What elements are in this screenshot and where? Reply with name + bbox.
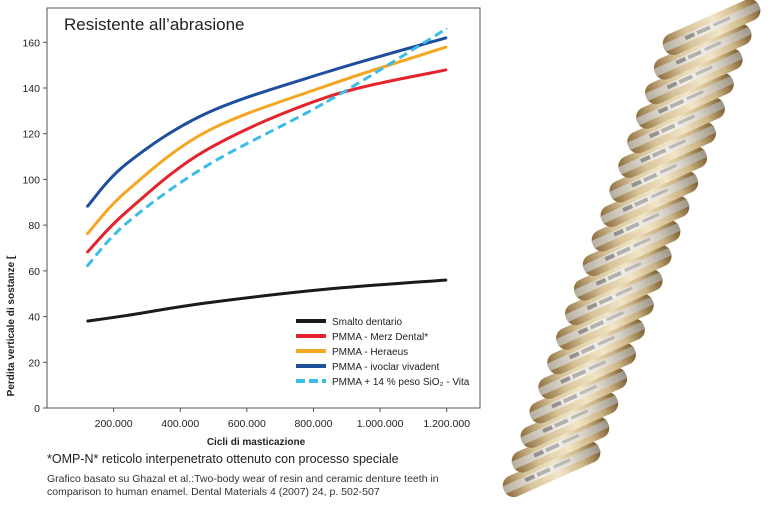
data-point bbox=[325, 96, 328, 98]
y-tick-label: 80 bbox=[28, 220, 40, 232]
disc bbox=[511, 416, 610, 473]
series-line-1 bbox=[85, 68, 448, 254]
data-point bbox=[86, 320, 88, 322]
source-citation: Grafico basato su Ghazal et al.:Two-body… bbox=[47, 473, 439, 498]
data-point bbox=[126, 222, 128, 224]
data-point bbox=[206, 112, 208, 114]
disc bbox=[653, 23, 752, 80]
data-point bbox=[206, 130, 208, 133]
data-point bbox=[86, 206, 88, 208]
y-tick-label: 100 bbox=[22, 174, 40, 186]
footnote: *OMP-N* reticolo interpenetrato ottenuto… bbox=[47, 452, 399, 466]
x-tick-label: 1.000.000 bbox=[357, 418, 404, 430]
y-tick-label: 120 bbox=[22, 129, 40, 141]
data-point bbox=[86, 251, 88, 254]
data-point bbox=[325, 71, 328, 73]
data-point bbox=[206, 148, 208, 151]
legend-label: PMMA - Heraeus bbox=[332, 347, 408, 358]
y-tick-label: 20 bbox=[28, 357, 40, 369]
data-point bbox=[325, 84, 328, 87]
x-tick-label: 600.000 bbox=[228, 418, 266, 430]
data-point bbox=[445, 27, 448, 30]
plot-frame bbox=[46, 7, 481, 409]
disc bbox=[600, 170, 699, 227]
series-line-0 bbox=[86, 278, 447, 323]
disc bbox=[618, 121, 717, 178]
x-tick-label: 200.000 bbox=[95, 418, 133, 430]
series-line-3 bbox=[85, 36, 448, 208]
disc bbox=[626, 97, 726, 154]
disc bbox=[502, 441, 601, 498]
series-line-2 bbox=[85, 45, 448, 236]
y-tick-label: 160 bbox=[22, 37, 40, 49]
x-tick-label: 1.200.000 bbox=[423, 418, 470, 430]
data-point bbox=[126, 210, 128, 213]
disc bbox=[555, 293, 655, 350]
y-tick-label: 140 bbox=[22, 83, 40, 95]
series-layer bbox=[85, 27, 448, 323]
data-point bbox=[126, 162, 128, 165]
data-point bbox=[126, 314, 128, 317]
data-point bbox=[325, 288, 328, 290]
disc bbox=[582, 220, 681, 277]
data-point bbox=[86, 233, 88, 236]
legend: Smalto dentario PMMA - Merz Dental* PMMA -… bbox=[296, 317, 470, 388]
disc bbox=[546, 318, 646, 375]
y-tick-label: 40 bbox=[28, 312, 40, 324]
legend-label: Smalto dentario bbox=[332, 317, 402, 328]
legend-label: PMMA + 14 % peso SiO₂ - Vita bbox=[332, 377, 470, 388]
data-point bbox=[445, 36, 448, 39]
data-point bbox=[445, 46, 448, 48]
disc bbox=[635, 72, 735, 129]
x-tick-label: 800.000 bbox=[294, 418, 332, 430]
data-point bbox=[126, 190, 128, 192]
disc bbox=[609, 146, 708, 203]
data-point bbox=[86, 265, 88, 268]
disc bbox=[520, 391, 619, 448]
disc bbox=[564, 269, 663, 326]
axes: 0 20 40 60 80 100 120 140 160 200.000 400.000 600.0… bbox=[22, 37, 470, 430]
data-point bbox=[445, 279, 448, 281]
y-tick-label: 60 bbox=[28, 266, 40, 278]
data-point bbox=[206, 302, 208, 304]
x-tick-label: 400.000 bbox=[161, 418, 199, 430]
disc bbox=[591, 195, 690, 252]
disc bbox=[644, 48, 743, 105]
series-line-4 bbox=[85, 27, 448, 268]
disc bbox=[529, 367, 628, 424]
disc bbox=[662, 0, 761, 56]
y-tick-label: 0 bbox=[34, 403, 40, 415]
disc bbox=[573, 244, 672, 301]
legend-label: PMMA - ivoclar vivadent bbox=[332, 362, 439, 373]
legend-label: PMMA - Merz Dental* bbox=[332, 332, 428, 343]
data-point bbox=[445, 68, 448, 71]
y-axis-label: Perdita verticale di sostanze [ bbox=[6, 255, 17, 396]
data-point bbox=[325, 100, 328, 103]
chart-title: Resistente all’abrasione bbox=[64, 15, 245, 34]
pmma-disc-stack-photo bbox=[502, 0, 761, 498]
x-axis-label: Cicli di masticazione bbox=[207, 437, 306, 448]
disc bbox=[538, 342, 637, 399]
data-point bbox=[206, 164, 208, 167]
